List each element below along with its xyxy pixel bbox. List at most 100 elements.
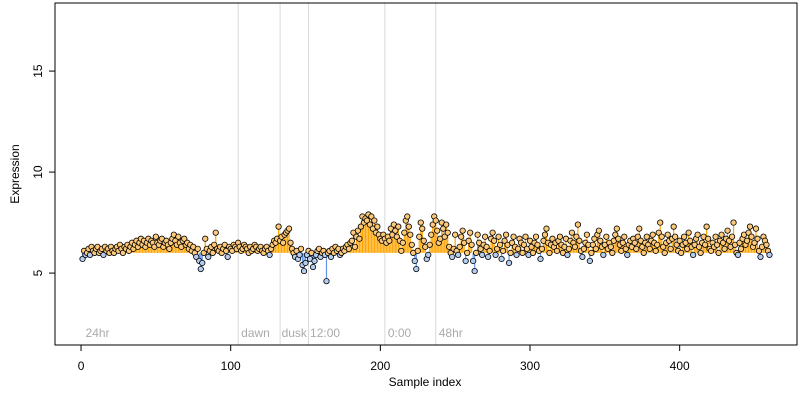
point <box>595 227 602 234</box>
point <box>564 251 571 259</box>
point <box>485 253 492 261</box>
x-axis-label: Sample index <box>389 375 462 389</box>
point <box>311 257 318 265</box>
point <box>285 225 293 232</box>
point <box>514 245 522 252</box>
point <box>351 243 359 250</box>
point <box>631 239 638 246</box>
point <box>664 231 671 238</box>
point <box>751 239 758 246</box>
point <box>736 239 743 246</box>
point <box>583 231 590 238</box>
point <box>571 243 579 250</box>
point <box>428 231 435 238</box>
point <box>356 235 363 242</box>
point <box>715 249 722 256</box>
point <box>152 233 159 240</box>
point <box>443 221 450 228</box>
point <box>489 229 496 236</box>
point <box>655 229 662 236</box>
point <box>366 221 373 228</box>
point <box>199 259 206 267</box>
x-tick-label: 400 <box>670 359 690 373</box>
point <box>371 217 378 224</box>
point <box>576 237 583 244</box>
point <box>510 233 517 240</box>
point <box>549 235 556 242</box>
point <box>565 245 573 252</box>
point <box>193 253 200 261</box>
annotation: 12:00 <box>310 326 340 340</box>
point <box>600 251 607 259</box>
point <box>411 257 418 265</box>
point <box>449 253 456 261</box>
point <box>279 239 287 246</box>
point <box>224 253 231 261</box>
point <box>368 213 375 220</box>
point <box>420 237 427 244</box>
point <box>323 278 330 285</box>
point <box>634 233 641 240</box>
point <box>492 251 499 259</box>
point <box>657 219 664 226</box>
point <box>444 229 451 236</box>
point <box>392 227 399 234</box>
point <box>609 249 616 256</box>
point <box>211 241 218 248</box>
point <box>734 251 742 259</box>
point <box>543 225 550 232</box>
point <box>432 217 439 224</box>
point <box>181 235 188 242</box>
point <box>529 249 537 256</box>
point <box>528 243 535 250</box>
point <box>643 233 650 240</box>
point <box>327 253 335 261</box>
point <box>654 241 661 248</box>
point <box>456 243 463 250</box>
point <box>486 247 493 254</box>
point <box>468 241 475 248</box>
point <box>440 225 447 232</box>
point <box>622 245 629 252</box>
point <box>399 239 406 246</box>
point <box>434 227 441 234</box>
point <box>591 235 598 242</box>
point <box>100 251 107 259</box>
point <box>296 251 303 259</box>
y-tick-label: 5 <box>31 269 45 276</box>
point <box>499 247 507 254</box>
point <box>354 227 362 234</box>
point <box>175 233 182 240</box>
point <box>553 247 561 254</box>
point <box>546 249 553 256</box>
point <box>661 249 668 256</box>
point <box>212 229 219 236</box>
annotation: 48hr <box>439 326 463 340</box>
point <box>119 249 127 256</box>
point <box>646 245 653 252</box>
point <box>568 229 576 236</box>
point <box>681 233 688 240</box>
point <box>464 249 471 256</box>
point <box>541 231 549 238</box>
point <box>386 237 393 244</box>
point <box>703 223 710 230</box>
point <box>672 233 679 240</box>
point <box>483 243 490 250</box>
point <box>639 243 646 250</box>
point <box>482 233 489 240</box>
point <box>467 229 474 236</box>
point <box>202 235 209 242</box>
point <box>725 237 733 244</box>
point <box>532 233 540 240</box>
point <box>345 245 353 252</box>
x-tick-label: 300 <box>520 359 540 373</box>
point <box>297 245 305 252</box>
point <box>586 257 593 265</box>
point <box>696 243 703 250</box>
point <box>417 219 424 226</box>
y-tick-label: 10 <box>31 165 45 179</box>
point <box>470 257 477 265</box>
point <box>374 223 381 230</box>
